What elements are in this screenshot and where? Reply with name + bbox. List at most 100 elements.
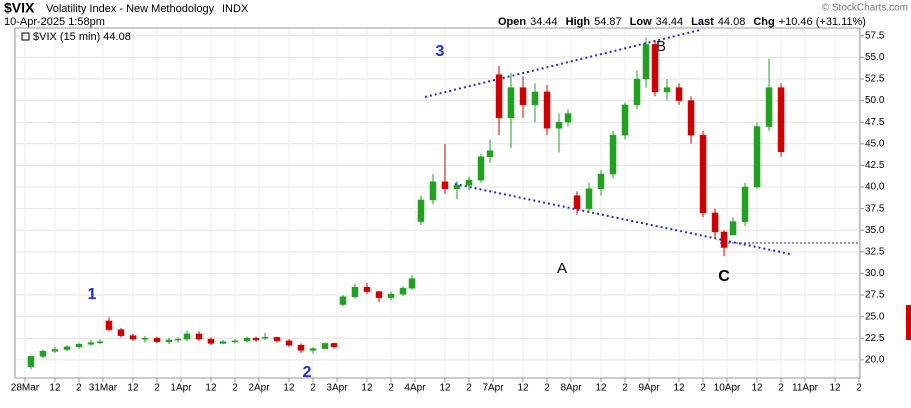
wave-label: 1 bbox=[88, 286, 97, 303]
candle-body bbox=[105, 320, 113, 330]
upper-trendline bbox=[424, 29, 701, 98]
x-tick-label: 9Apr bbox=[638, 383, 660, 394]
candle-body bbox=[495, 74, 503, 119]
candle-body bbox=[27, 356, 35, 368]
candle-body bbox=[129, 335, 137, 340]
quote-value: 54.87 bbox=[594, 16, 622, 28]
x-tick-label: 31Mar bbox=[89, 383, 118, 394]
candle-body bbox=[519, 87, 527, 106]
y-tick-label: 42.5 bbox=[865, 160, 885, 171]
candle-body bbox=[417, 199, 425, 222]
candle-body bbox=[651, 44, 659, 93]
quote-value: 34.44 bbox=[530, 16, 558, 28]
candle-body bbox=[633, 78, 641, 106]
x-tick-label: 2 bbox=[232, 383, 238, 394]
candle-body bbox=[231, 340, 239, 343]
wave-label: B bbox=[656, 38, 666, 55]
candle-body bbox=[96, 341, 104, 343]
quote-label: Open bbox=[498, 16, 526, 28]
x-tick-label: 11Apr bbox=[792, 383, 819, 394]
candle-body bbox=[297, 344, 305, 351]
x-tick-label: 2Apr bbox=[248, 383, 270, 394]
chart-title: $VIX bbox=[4, 0, 35, 16]
candle-body bbox=[543, 91, 551, 129]
candle-body bbox=[777, 87, 785, 153]
candle-body bbox=[339, 296, 347, 305]
candle-body bbox=[87, 342, 95, 345]
candle-body bbox=[153, 337, 161, 342]
x-tick-label: 2 bbox=[544, 383, 550, 394]
y-tick-label: 40.0 bbox=[865, 182, 885, 193]
y-tick-label: 55.0 bbox=[865, 52, 885, 63]
x-tick-label: 2 bbox=[154, 383, 160, 394]
candle-body bbox=[321, 343, 329, 349]
candle-body bbox=[273, 337, 281, 342]
x-tick-label: 12 bbox=[595, 383, 607, 394]
x-tick-label: 2 bbox=[778, 383, 784, 394]
candle-body bbox=[675, 87, 683, 101]
x-tick-label: 12 bbox=[439, 383, 451, 394]
x-tick-label: 2 bbox=[700, 383, 706, 394]
y-tick-label: 57.5 bbox=[865, 30, 885, 41]
x-tick-label: 2 bbox=[310, 383, 316, 394]
candle-body bbox=[729, 221, 737, 236]
x-tick-label: 2 bbox=[388, 383, 394, 394]
candle-body bbox=[465, 179, 473, 186]
wave-label: 2 bbox=[303, 364, 312, 381]
y-tick-label: 25.0 bbox=[865, 311, 885, 322]
candle-body bbox=[531, 91, 539, 106]
x-tick-label: 2 bbox=[76, 383, 82, 394]
x-tick-label: 12 bbox=[361, 383, 373, 394]
candle-body bbox=[63, 346, 71, 350]
candle-body bbox=[621, 104, 629, 136]
candle-body bbox=[183, 333, 191, 340]
candle-body bbox=[741, 186, 749, 222]
candle-body bbox=[597, 173, 605, 189]
plot-frame bbox=[14, 27, 861, 379]
quote-label: Chg bbox=[753, 16, 774, 28]
candle-body bbox=[387, 293, 395, 298]
quote-value: 34.44 bbox=[656, 16, 684, 28]
x-tick-label: 12 bbox=[205, 383, 217, 394]
y-tick-label: 50.0 bbox=[865, 95, 885, 106]
wave-label: 3 bbox=[436, 43, 445, 60]
y-tick-label: 45.0 bbox=[865, 138, 885, 149]
lower-trendline bbox=[454, 183, 791, 255]
candle-body bbox=[399, 287, 407, 295]
candle-body bbox=[309, 348, 317, 351]
candle-body bbox=[375, 291, 383, 298]
wave-label: C bbox=[718, 268, 730, 285]
x-tick-label: 28Mar bbox=[11, 383, 40, 394]
candle-body bbox=[195, 333, 203, 340]
x-tick-label: 12 bbox=[127, 383, 139, 394]
edge-marker bbox=[906, 305, 911, 340]
x-tick-label: 12 bbox=[751, 383, 763, 394]
y-tick-label: 30.0 bbox=[865, 268, 885, 279]
candle-body bbox=[174, 338, 182, 341]
subtitle: Volatility Index - New Methodology bbox=[46, 3, 215, 15]
y-tick-label: 47.5 bbox=[865, 117, 885, 128]
candle-body bbox=[219, 341, 227, 344]
candle-body bbox=[429, 181, 437, 201]
y-tick-label: 52.5 bbox=[865, 74, 885, 85]
y-tick-label: 20.0 bbox=[865, 354, 885, 365]
candle-body bbox=[261, 337, 269, 339]
candle-body bbox=[39, 350, 47, 357]
y-tick-label: 37.5 bbox=[865, 203, 885, 214]
candle-body bbox=[477, 156, 485, 181]
candle-body bbox=[453, 185, 461, 189]
candle-body bbox=[687, 100, 695, 136]
candle-body bbox=[351, 287, 359, 298]
candle-body bbox=[609, 134, 617, 175]
y-tick-label: 22.5 bbox=[865, 333, 885, 344]
candle-body bbox=[699, 134, 707, 214]
candle-body bbox=[441, 181, 449, 189]
x-tick-label: 12 bbox=[283, 383, 295, 394]
candle-body bbox=[165, 339, 173, 342]
candle-body bbox=[765, 87, 773, 127]
candle-body bbox=[555, 121, 563, 129]
candle-body bbox=[642, 44, 650, 80]
